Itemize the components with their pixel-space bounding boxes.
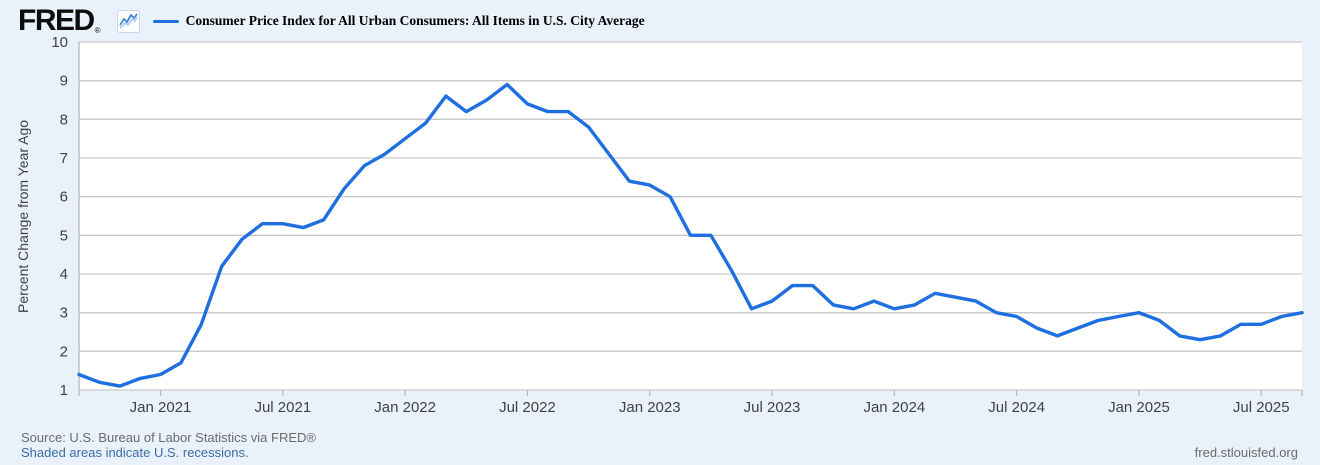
series-title: Consumer Price Index for All Urban Consu… <box>185 13 645 28</box>
y-tick-label: 1 <box>60 382 68 399</box>
y-tick-label: 3 <box>60 305 68 322</box>
chart-header: FRED ® Consumer Price Index for All Urba… <box>18 4 645 38</box>
y-tick-label: 10 <box>51 34 68 51</box>
fred-logo-text: FRED <box>18 4 95 37</box>
plot-area <box>79 42 1302 390</box>
y-tick-label: 2 <box>60 343 68 360</box>
x-tick-label: Jul 2021 <box>254 399 311 416</box>
x-tick-label: Jul 2023 <box>744 399 801 416</box>
x-tick-label: Jul 2025 <box>1233 399 1290 416</box>
x-tick-label: Jul 2022 <box>499 399 556 416</box>
recession-note-link[interactable]: Shaded areas indicate U.S. recessions. <box>21 445 249 460</box>
source-text: Source: U.S. Bureau of Labor Statistics … <box>21 430 316 445</box>
x-tick-label: Jan 2025 <box>1108 399 1170 416</box>
y-tick-label: 7 <box>60 150 68 167</box>
x-tick-label: Jan 2024 <box>863 399 925 416</box>
y-tick-label: 8 <box>60 111 68 128</box>
cpi-series-line <box>77 82 1304 388</box>
legend-line-sample <box>152 19 179 23</box>
fred-logo: FRED ® <box>18 4 101 38</box>
y-tick-label: 9 <box>60 73 68 90</box>
mini-line-chart-icon <box>116 9 140 33</box>
site-link: fred.stlouisfed.org <box>1194 445 1298 460</box>
x-tick-label: Jan 2023 <box>619 399 681 416</box>
y-tick-label: 6 <box>60 189 68 206</box>
x-tick-label: Jan 2021 <box>130 399 192 416</box>
y-tick-label: 5 <box>60 227 68 244</box>
x-tick-label: Jul 2024 <box>988 399 1045 416</box>
y-tick-label: 4 <box>60 266 68 283</box>
fred-registered-mark: ® <box>94 26 101 35</box>
x-tick-label: Jan 2022 <box>374 399 436 416</box>
